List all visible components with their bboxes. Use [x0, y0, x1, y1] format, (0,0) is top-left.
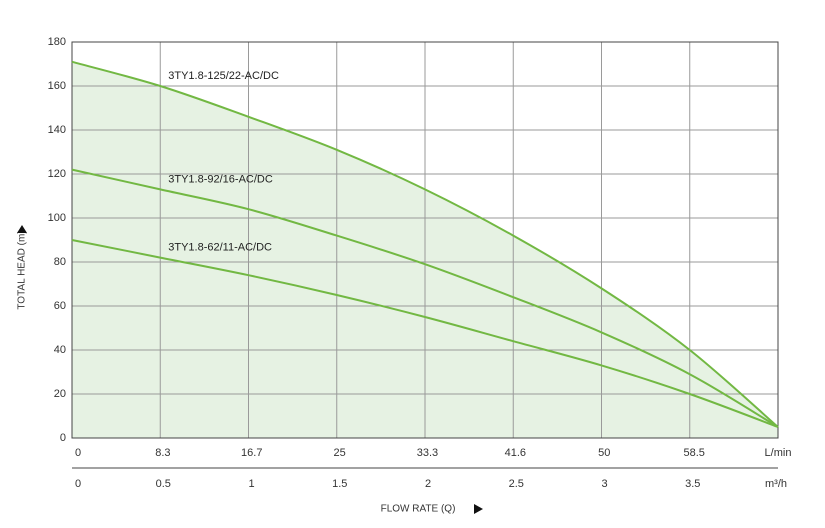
- line: [71, 168, 779, 428]
- x-tick-label: 0: [75, 478, 81, 490]
- y-tick-label: 60: [54, 300, 66, 312]
- y-tick-label: 0: [60, 432, 66, 444]
- x2-tick-label: 16.7: [241, 447, 262, 459]
- x2-tick-label: 25: [333, 447, 345, 459]
- y-tick-label: 80: [54, 256, 66, 268]
- x2-unit: L/min: [765, 447, 792, 459]
- x2-tick-label: 0: [75, 447, 81, 459]
- line: [71, 239, 779, 428]
- x-axis-label: FLOW RATE (Q): [381, 504, 456, 515]
- series-label: 3TY1.8-125/22-AC/DC: [168, 70, 279, 82]
- y-axis-arrow: [17, 225, 27, 233]
- y-tick-label: 160: [48, 80, 66, 92]
- x-tick-label: 1.5: [332, 478, 347, 490]
- y-axis-label: TOTAL HEAD (m): [17, 230, 28, 309]
- x2-tick-label: 8.3: [155, 447, 170, 459]
- y-tick-label: 120: [48, 168, 66, 180]
- x-unit: m³/h: [765, 478, 787, 490]
- x2-tick-label: 50: [598, 447, 610, 459]
- series-label: 3TY1.8-92/16-AC/DC: [168, 173, 273, 185]
- y-tick-label: 100: [48, 212, 66, 224]
- x2-tick-label: 33.3: [417, 447, 438, 459]
- x-tick-label: 2.5: [509, 478, 524, 490]
- x-tick-label: 1: [248, 478, 254, 490]
- line: [71, 60, 779, 428]
- y-tick-label: 40: [54, 344, 66, 356]
- x-tick-label: 3.5: [685, 478, 700, 490]
- x2-tick-label: 58.5: [683, 447, 704, 459]
- y-tick-label: 140: [48, 124, 66, 136]
- x-axis-arrow: [474, 504, 483, 514]
- x-tick-label: 0.5: [156, 478, 171, 490]
- y-tick-label: 20: [54, 388, 66, 400]
- series-label: 3TY1.8-62/11-AC/DC: [168, 242, 272, 254]
- x-tick-label: 3: [601, 478, 607, 490]
- x-tick-label: 2: [425, 478, 431, 490]
- x2-tick-label: 41.6: [505, 447, 526, 459]
- y-tick-label: 180: [48, 36, 66, 48]
